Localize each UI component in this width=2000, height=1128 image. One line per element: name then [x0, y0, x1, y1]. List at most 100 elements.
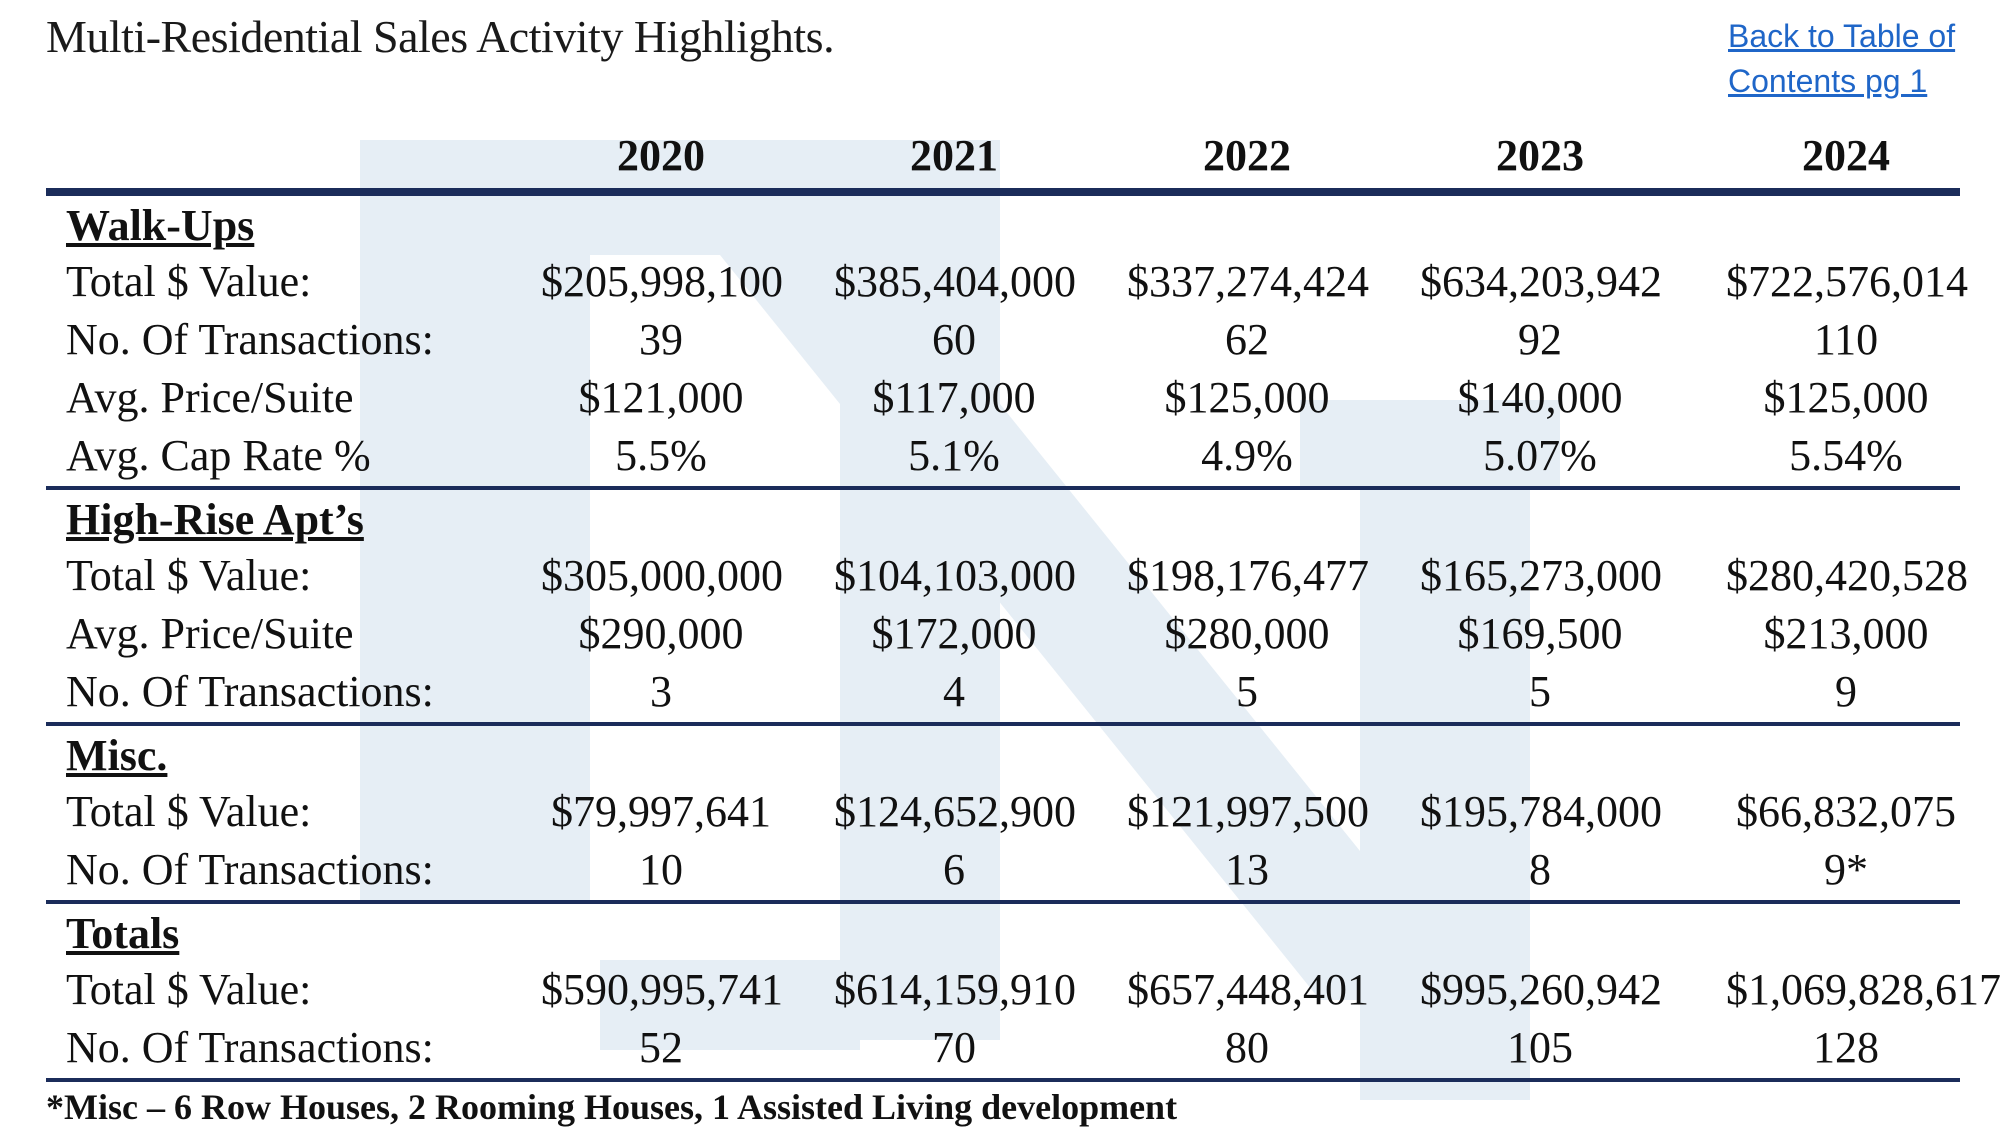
table-cell: $124,652,900	[834, 787, 1076, 836]
table-cell: $722,576,014	[1726, 257, 1968, 306]
table-cell: $121,997,500	[1127, 787, 1369, 836]
section-title: High-Rise Apt’s	[66, 495, 364, 544]
table-cell: 10	[639, 845, 683, 894]
table-cell: $169,500	[1457, 609, 1623, 658]
table-cell: $280,000	[1164, 609, 1330, 658]
section-rule	[46, 1078, 1960, 1082]
table-cell: 6	[943, 845, 965, 894]
table-cell: 4	[943, 667, 965, 716]
table-row: Total $ Value: $590,995,741 $614,159,910…	[46, 964, 2000, 1022]
table-cell: 92	[1518, 315, 1562, 364]
row-label: Avg. Cap Rate %	[66, 431, 371, 480]
table-cell: $140,000	[1457, 373, 1623, 422]
table-cell: $280,420,528	[1726, 551, 1968, 600]
row-label: No. Of Transactions:	[66, 845, 434, 894]
table-cell: $165,273,000	[1420, 551, 1662, 600]
section-high-rise: High-Rise Apt’s Total $ Value: $305,000,…	[46, 494, 1968, 724]
table-cell: $385,404,000	[834, 257, 1076, 306]
row-label: No. Of Transactions:	[66, 315, 434, 364]
header-rule	[46, 188, 1960, 196]
table-cell: 5.1%	[908, 431, 1000, 480]
table-cell: $121,000	[578, 373, 744, 422]
table-row: Avg. Cap Rate % 5.5% 5.1% 4.9% 5.07% 5.5…	[46, 430, 1960, 488]
section-walk-ups: Walk-Ups Total $ Value: $205,998,100 $38…	[46, 200, 1968, 490]
table-row: Total $ Value: $305,000,000 $104,103,000…	[46, 550, 1968, 608]
table-cell: 8	[1529, 845, 1551, 894]
back-to-toc-link[interactable]: Back to Table of Contents pg 1	[1728, 14, 1968, 104]
row-label: Total $ Value:	[66, 551, 312, 600]
table-cell: 4.9%	[1201, 431, 1293, 480]
table-cell: $125,000	[1763, 373, 1929, 422]
table-cell: $117,000	[872, 373, 1036, 422]
row-label: Total $ Value:	[66, 257, 312, 306]
table-cell: 13	[1225, 845, 1269, 894]
table-cell: 3	[650, 667, 672, 716]
table-cell: 5.5%	[615, 431, 707, 480]
table-cell: 9*	[1824, 845, 1868, 894]
table-cell: 128	[1813, 1023, 1879, 1072]
table-row: Avg. Price/Suite $121,000 $117,000 $125,…	[46, 372, 1960, 430]
year-header-2024: 2024	[1802, 131, 1890, 180]
year-header-2023: 2023	[1496, 131, 1584, 180]
table-cell: $590,995,741	[541, 965, 783, 1014]
row-label: Total $ Value:	[66, 965, 312, 1014]
year-header-2021: 2021	[910, 131, 998, 180]
page-title: Multi-Residential Sales Activity Highlig…	[46, 11, 835, 62]
table-cell: 9	[1835, 667, 1857, 716]
year-header-2022: 2022	[1203, 131, 1291, 180]
table-cell: $290,000	[578, 609, 744, 658]
table-cell: 80	[1225, 1023, 1269, 1072]
section-totals: Totals Total $ Value: $590,995,741 $614,…	[46, 908, 2000, 1078]
table-row: Avg. Price/Suite $290,000 $172,000 $280,…	[46, 608, 1960, 666]
table-cell: $66,832,075	[1736, 787, 1956, 836]
section-misc: Misc. Total $ Value: $79,997,641 $124,65…	[46, 730, 1960, 900]
section-rule	[46, 486, 1960, 490]
table-cell: 52	[639, 1023, 683, 1072]
table-cell: $657,448,401	[1127, 965, 1369, 1014]
table-cell: 5.07%	[1483, 431, 1597, 480]
table-cell: $337,274,424	[1127, 257, 1369, 306]
table-cell: 60	[932, 315, 976, 364]
toc-link-line-2[interactable]: Contents pg 1	[1728, 63, 1928, 99]
table-cell: $104,103,000	[834, 551, 1076, 600]
table-row: Total $ Value: $79,997,641 $124,652,900 …	[46, 786, 1960, 844]
table-cell: 105	[1507, 1023, 1573, 1072]
table-row: No. Of Transactions: 10 6 13 8 9*	[46, 844, 1960, 902]
table-cell: 5	[1529, 667, 1551, 716]
row-label: Total $ Value:	[66, 787, 312, 836]
section-rule	[46, 900, 1960, 904]
table-cell: $634,203,942	[1420, 257, 1662, 306]
table-row: No. Of Transactions: 3 4 5 5 9	[46, 666, 1960, 724]
table-cell: $614,159,910	[834, 965, 1076, 1014]
table-cell: 70	[932, 1023, 976, 1072]
table-cell: $205,998,100	[541, 257, 783, 306]
table-cell: $125,000	[1164, 373, 1330, 422]
table-cell: $995,260,942	[1420, 965, 1662, 1014]
row-label: Avg. Price/Suite	[66, 373, 354, 422]
table-row: Total $ Value: $205,998,100 $385,404,000…	[46, 256, 1968, 314]
table-cell: $198,176,477	[1127, 551, 1369, 600]
section-title: Walk-Ups	[66, 201, 255, 250]
table-cell: 5.54%	[1789, 431, 1903, 480]
table-cell: 5	[1236, 667, 1258, 716]
table-cell: 62	[1225, 315, 1269, 364]
toc-link-line-1[interactable]: Back to Table of	[1728, 18, 1956, 54]
footnote: *Misc – 6 Row Houses, 2 Rooming Houses, …	[46, 1087, 1178, 1127]
table-cell: 110	[1813, 315, 1879, 364]
row-label: No. Of Transactions:	[66, 1023, 434, 1072]
table-cell: $195,784,000	[1420, 787, 1662, 836]
section-rule	[46, 722, 1960, 726]
year-header-2020: 2020	[617, 131, 705, 180]
section-title: Totals	[66, 909, 180, 958]
table-cell: $213,000	[1763, 609, 1929, 658]
table-cell: $305,000,000	[541, 551, 783, 600]
row-label: Avg. Price/Suite	[66, 609, 354, 658]
row-label: No. Of Transactions:	[66, 667, 434, 716]
table-cell: $172,000	[871, 609, 1037, 658]
table-cell: $79,997,641	[551, 787, 771, 836]
table-cell: $1,069,828,617	[1726, 965, 2000, 1014]
table-row: No. Of Transactions: 39 60 62 92 110	[46, 314, 1960, 372]
section-title: Misc.	[66, 731, 168, 780]
year-header-row: 2020 2021 2022 2023 2024	[46, 130, 1960, 180]
